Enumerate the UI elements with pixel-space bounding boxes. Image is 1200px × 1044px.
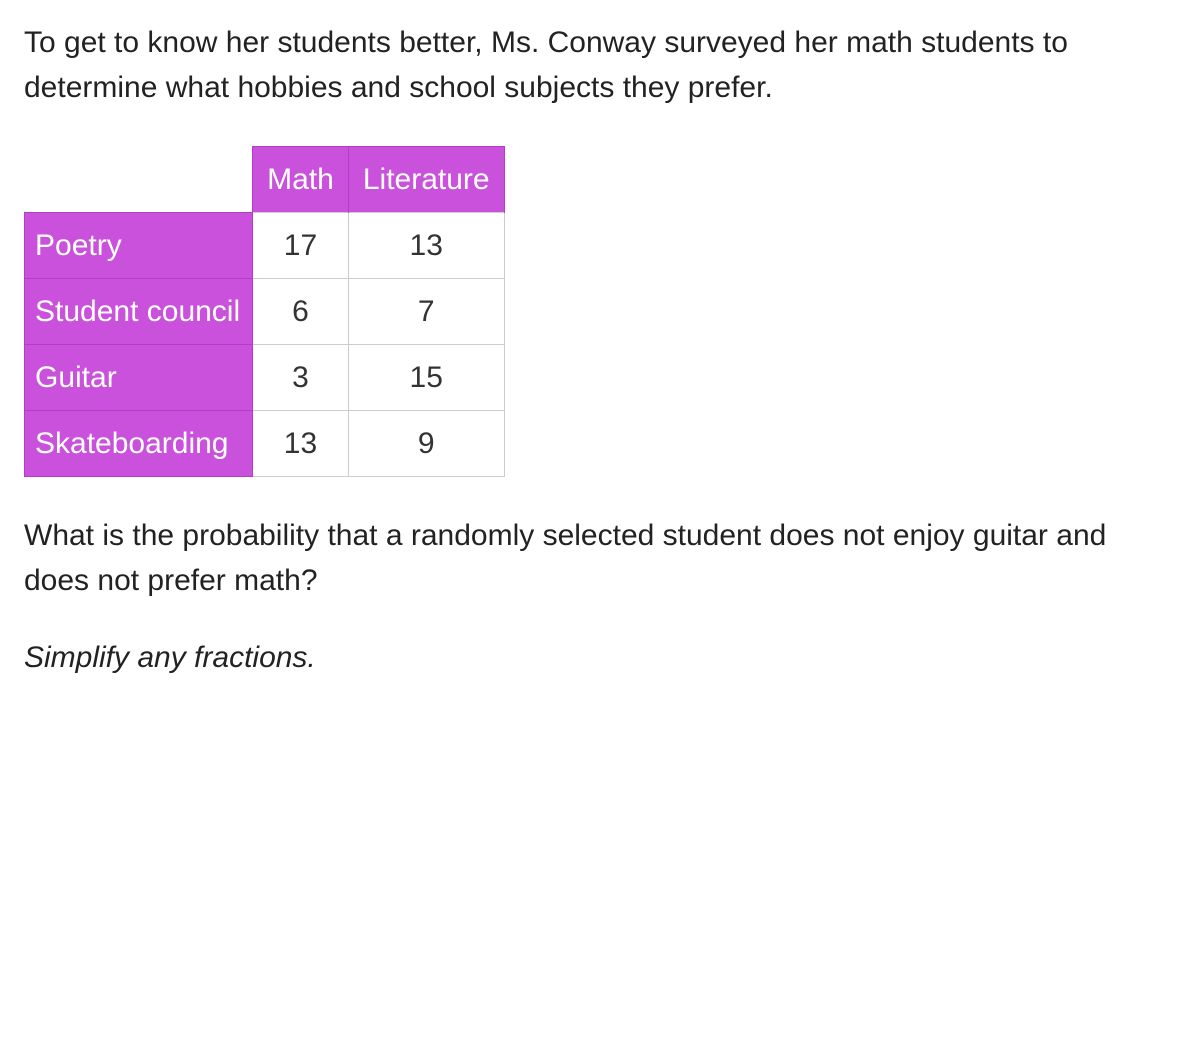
data-table-container: Math Literature Poetry 17 13 Student cou…	[24, 146, 1176, 477]
data-cell: 13	[253, 411, 349, 477]
row-header-student-council: Student council	[25, 279, 253, 345]
row-header-guitar: Guitar	[25, 345, 253, 411]
data-cell: 15	[348, 345, 504, 411]
data-cell: 3	[253, 345, 349, 411]
data-cell: 9	[348, 411, 504, 477]
table-row: Student council 6 7	[25, 279, 505, 345]
table-row: Poetry 17 13	[25, 213, 505, 279]
problem-instruction: Simplify any fractions.	[24, 635, 1176, 680]
problem-intro: To get to know her students better, Ms. …	[24, 20, 1176, 110]
table-header-row: Math Literature	[25, 147, 505, 213]
data-cell: 17	[253, 213, 349, 279]
col-header-math: Math	[253, 147, 349, 213]
row-header-poetry: Poetry	[25, 213, 253, 279]
row-header-skateboarding: Skateboarding	[25, 411, 253, 477]
data-cell: 6	[253, 279, 349, 345]
table-row: Guitar 3 15	[25, 345, 505, 411]
table-row: Skateboarding 13 9	[25, 411, 505, 477]
data-cell: 7	[348, 279, 504, 345]
col-header-literature: Literature	[348, 147, 504, 213]
corner-cell	[25, 147, 253, 213]
data-table: Math Literature Poetry 17 13 Student cou…	[24, 146, 505, 477]
problem-question: What is the probability that a randomly …	[24, 513, 1176, 603]
data-cell: 13	[348, 213, 504, 279]
